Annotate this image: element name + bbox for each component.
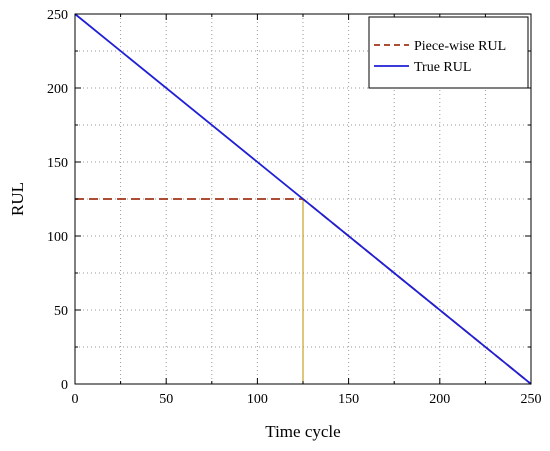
y-tick-label: 200 (47, 82, 68, 97)
x-tick-label: 100 (247, 392, 268, 407)
series-layer (74, 13, 532, 385)
x-tick-label: 50 (159, 392, 173, 407)
y-tick-label: 0 (61, 378, 68, 393)
x-tick-label: 150 (338, 392, 359, 407)
y-tick-label: 50 (54, 304, 68, 319)
x-axis-label: Time cycle (265, 422, 340, 441)
legend-label: True RUL (414, 60, 471, 75)
y-tick-label: 100 (47, 230, 68, 245)
y-axis-label: RUL (8, 182, 27, 216)
y-tick-label: 250 (47, 8, 68, 23)
x-tick-label: 200 (429, 392, 450, 407)
series-line-true-rul (74, 13, 532, 385)
legend: Piece-wise RUL True RUL (368, 16, 529, 89)
legend-box (368, 16, 529, 89)
legend-label: Piece-wise RUL (414, 39, 506, 54)
axis-ticks: 0 50 100 150 200 250 0 50 100 150 200 250 (47, 8, 542, 407)
y-tick-label: 150 (47, 156, 68, 171)
x-tick-label: 0 (72, 392, 79, 407)
x-tick-label: 250 (521, 392, 542, 407)
